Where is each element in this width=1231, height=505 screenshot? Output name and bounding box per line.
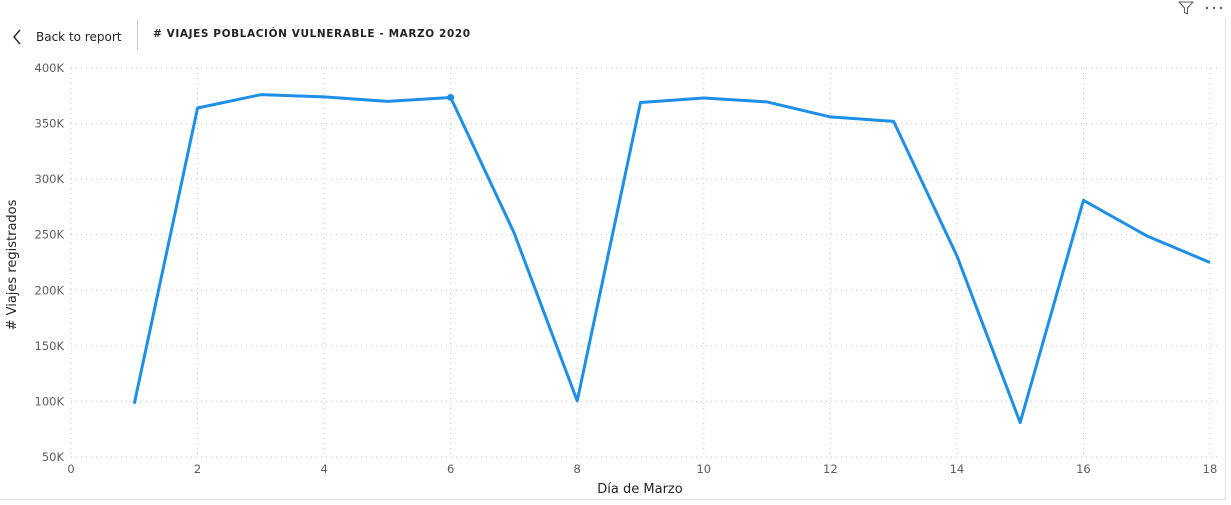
x-tick-label: 12: [823, 462, 838, 476]
x-tick-label: 4: [320, 462, 327, 476]
data-point[interactable]: [892, 119, 896, 123]
data-point[interactable]: [828, 115, 832, 119]
x-tick-label: 18: [1203, 462, 1218, 476]
data-point[interactable]: [196, 106, 200, 110]
back-to-report-button[interactable]: Back to report: [12, 24, 121, 50]
report-header: Back to report # VIAJES POBLACIÓN VULNER…: [0, 0, 1231, 60]
y-tick-label: 350K: [35, 117, 65, 131]
y-axis: 50K 100K 150K 200K 250K 300K 350K 400K: [35, 61, 65, 464]
data-point[interactable]: [1208, 261, 1212, 265]
x-axis-title: Día de Marzo: [597, 482, 682, 497]
y-tick-label: 400K: [35, 61, 65, 75]
y-tick-label: 200K: [35, 283, 65, 297]
x-axis: 0 2 4 6 8 10 12 14 16 18: [67, 462, 1217, 476]
chevron-left-icon: [12, 29, 22, 45]
data-point[interactable]: [385, 99, 389, 103]
page-title: # VIAJES POBLACIÓN VULNERABLE - MARZO 20…: [153, 28, 471, 40]
x-tick-label: 8: [574, 462, 581, 476]
series: [132, 93, 1212, 425]
y-tick-label: 100K: [35, 394, 65, 408]
data-point[interactable]: [1145, 234, 1149, 238]
x-tick-label: 2: [194, 462, 201, 476]
x-tick-label: 10: [696, 462, 711, 476]
data-point[interactable]: [639, 100, 643, 104]
data-point[interactable]: [132, 402, 136, 406]
visual-border-right: [1225, 18, 1226, 500]
filter-icon[interactable]: [1177, 0, 1195, 16]
header-divider: [137, 20, 138, 50]
y-axis-title: # Viajes registrados: [5, 199, 20, 330]
data-point[interactable]: [575, 399, 579, 403]
series-line[interactable]: [132, 93, 1211, 425]
highlighted-data-point[interactable]: [447, 93, 455, 101]
data-point[interactable]: [259, 93, 263, 97]
y-tick-label: 300K: [35, 172, 65, 186]
y-tick-label: 250K: [35, 228, 65, 242]
x-tick-label: 6: [447, 462, 454, 476]
more-options-icon[interactable]: [1205, 0, 1223, 16]
x-tick-label: 0: [67, 462, 74, 476]
y-tick-label: 50K: [42, 450, 65, 464]
gridlines: [70, 67, 1218, 458]
data-point[interactable]: [765, 100, 769, 104]
data-point[interactable]: [702, 96, 706, 100]
x-tick-label: 16: [1076, 462, 1091, 476]
data-point[interactable]: [512, 230, 516, 234]
data-point[interactable]: [1081, 198, 1085, 202]
visual-border-bottom: [0, 499, 1226, 500]
data-point[interactable]: [955, 254, 959, 258]
data-point[interactable]: [322, 95, 326, 99]
data-point[interactable]: [1018, 421, 1022, 425]
visual-header-actions: [1177, 0, 1223, 16]
back-to-report-label: Back to report: [36, 30, 122, 44]
x-tick-label: 14: [950, 462, 965, 476]
y-tick-label: 150K: [35, 339, 65, 353]
